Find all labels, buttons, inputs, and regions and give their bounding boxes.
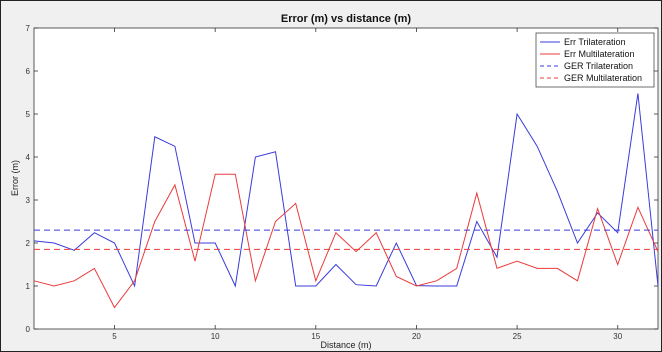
legend-entry: Err Trilateration: [564, 37, 626, 47]
x-tick-label: 25: [513, 332, 522, 341]
y-tick-label: 3: [26, 196, 31, 205]
x-tick-label: 5: [112, 332, 117, 341]
series-line-1: [33, 93, 659, 288]
x-tick-label: 15: [311, 332, 320, 341]
y-tick-label: 6: [26, 67, 31, 76]
chart-title: Error (m) vs distance (m): [281, 13, 412, 25]
series-lines: [33, 93, 659, 309]
x-tick-label: 30: [613, 332, 622, 341]
y-tick-label: 7: [26, 24, 31, 33]
legend-entry: GER Multilateration: [564, 73, 642, 83]
x-tick-label: 10: [211, 332, 220, 341]
y-tick-label: 1: [26, 282, 31, 291]
axis-ticks: 5 10 15 20 25 30 0 1 2 3 4 5 6 7: [26, 24, 658, 341]
y-axis-label: Error (m): [10, 160, 20, 196]
y-tick-label: 5: [26, 110, 31, 119]
series-line-2: [33, 173, 659, 309]
y-tick-label: 4: [26, 153, 31, 162]
legend-entry: Err Multilateration: [564, 49, 635, 59]
y-tick-label: 0: [26, 325, 31, 334]
legend: Err Trilateration Err Multilateration GER …: [535, 32, 655, 88]
x-axis-label: Distance (m): [320, 340, 371, 350]
legend-entry: GER Trilateration: [564, 61, 633, 71]
x-tick-label: 20: [412, 332, 421, 341]
y-tick-label: 2: [26, 239, 31, 248]
